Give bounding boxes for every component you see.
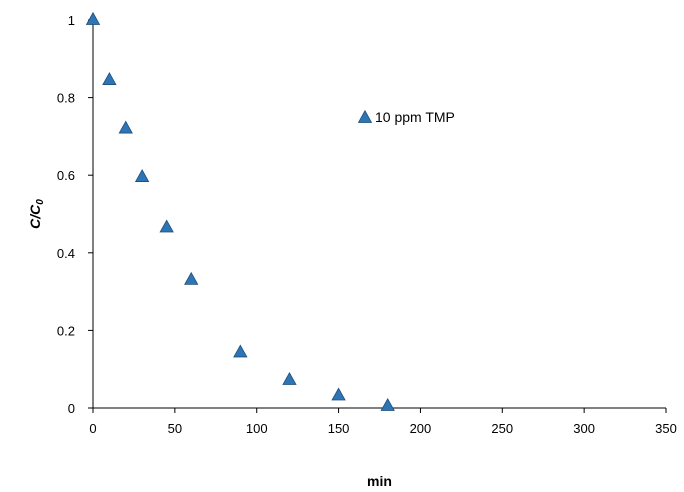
x-ticks: 0 50 100 150 200 250 300 350 [89,408,677,436]
data-point [102,72,117,85]
data-point [134,169,150,182]
y-axis-title: C/C0 [27,199,46,229]
y-tick-label: 0.8 [57,91,75,106]
legend-marker-triangle [357,109,373,123]
data-point [233,344,248,358]
x-tick-label: 350 [655,421,677,436]
y-tick-label: 0 [68,401,75,416]
data-point [159,219,174,233]
axes [92,20,666,409]
data-point [85,11,101,25]
data-point [184,271,199,285]
data-point [282,371,297,385]
x-tick-label: 100 [246,421,268,436]
y-ticks: 0 0.2 0.4 0.6 0.8 1 [57,13,93,416]
data-point [118,120,133,134]
x-axis-title: min [367,473,392,489]
x-tick-label: 150 [328,421,350,436]
x-tick-label: 200 [410,421,432,436]
data-marks [85,11,395,411]
legend-label: 10 ppm TMP [375,109,455,125]
y-tick-label: 0.4 [57,246,75,261]
x-tick-label: 0 [89,421,96,436]
data-point [331,387,346,401]
x-tick-label: 300 [573,421,595,436]
y-axis-title-text: C/C0 [27,199,46,229]
data-point [380,397,395,411]
y-tick-label: 0.6 [57,168,75,183]
y-tick-label: 1 [68,13,75,28]
x-tick-label: 250 [491,421,513,436]
x-tick-label: 50 [168,421,182,436]
legend: 10 ppm TMP [357,109,455,125]
y-tick-label: 0.2 [57,323,75,338]
